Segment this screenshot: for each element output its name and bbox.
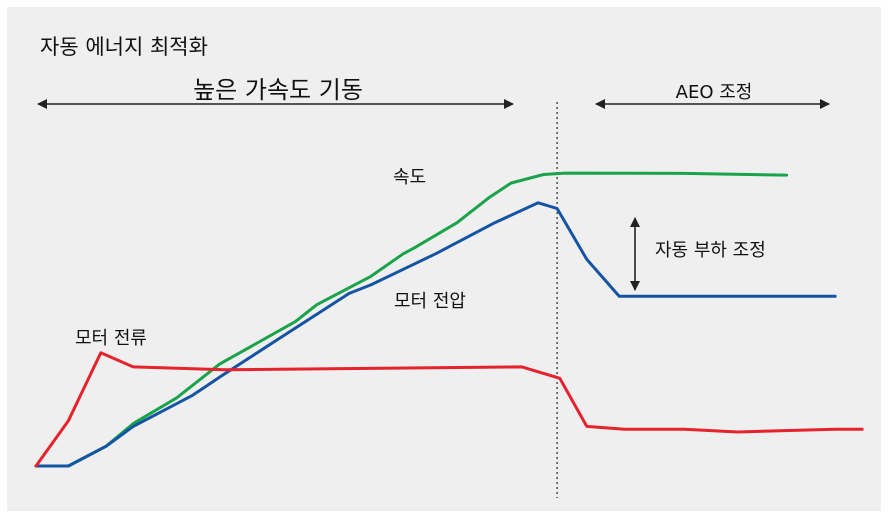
load-adjust-label: 자동 부하 조정: [655, 240, 766, 261]
aeo-phase-label: AEO 조정: [676, 82, 753, 103]
current-series-label: 모터 전류: [75, 328, 147, 349]
current-line: [34, 351, 864, 468]
speed-line: [34, 171, 789, 468]
series-layer: [34, 171, 864, 468]
diagram-panel: [7, 7, 881, 511]
startup-phase-label: 높은 가속도 기동: [193, 76, 363, 104]
voltage-line: [34, 201, 837, 468]
voltage-series-label: 모터 전압: [394, 291, 466, 312]
chart-title: 자동 에너지 최적화: [40, 35, 208, 59]
speed-series-label: 속도: [393, 167, 426, 188]
